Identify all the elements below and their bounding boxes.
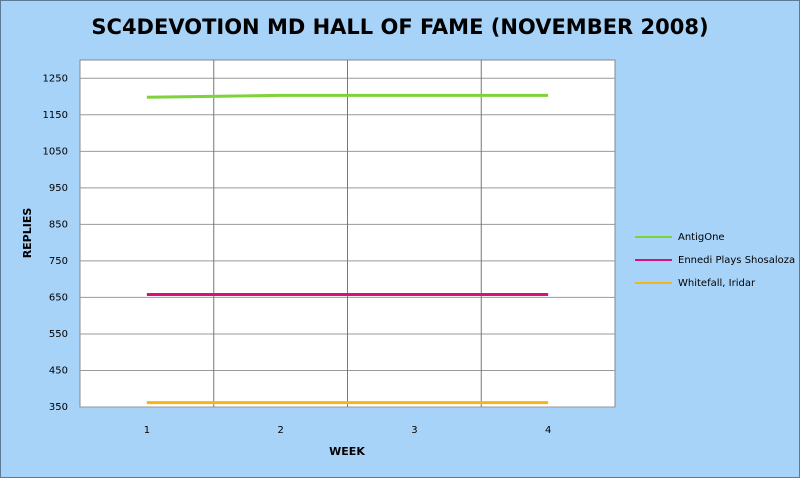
x-axis-title: WEEK: [329, 445, 365, 458]
legend-label: AntigOne: [678, 232, 725, 243]
y-tick-label: 1050: [43, 146, 68, 157]
x-tick-label: 3: [411, 425, 417, 436]
y-tick-label: 950: [49, 183, 68, 194]
y-tick-label: 550: [49, 329, 68, 340]
chart-title: SC4DEVOTION MD HALL OF FAME (NOVEMBER 20…: [91, 15, 708, 39]
x-tick-label: 1: [144, 425, 150, 436]
y-tick-label: 750: [49, 256, 68, 267]
y-axis-title: REPLIES: [21, 208, 34, 259]
y-tick-label: 650: [49, 292, 68, 303]
legend-label: Ennedi Plays Shosaloza: [678, 255, 795, 266]
x-tick-label: 2: [277, 425, 283, 436]
series-line: [146, 93, 549, 99]
x-tick-label: 4: [545, 425, 551, 436]
y-tick-label: 350: [49, 402, 68, 413]
y-tick-label: 1150: [43, 110, 68, 121]
legend-label: Whitefall, Iridar: [678, 278, 756, 289]
y-tick-label: 450: [49, 365, 68, 376]
y-tick-label: 850: [49, 219, 68, 230]
y-tick-label: 1250: [43, 73, 68, 84]
